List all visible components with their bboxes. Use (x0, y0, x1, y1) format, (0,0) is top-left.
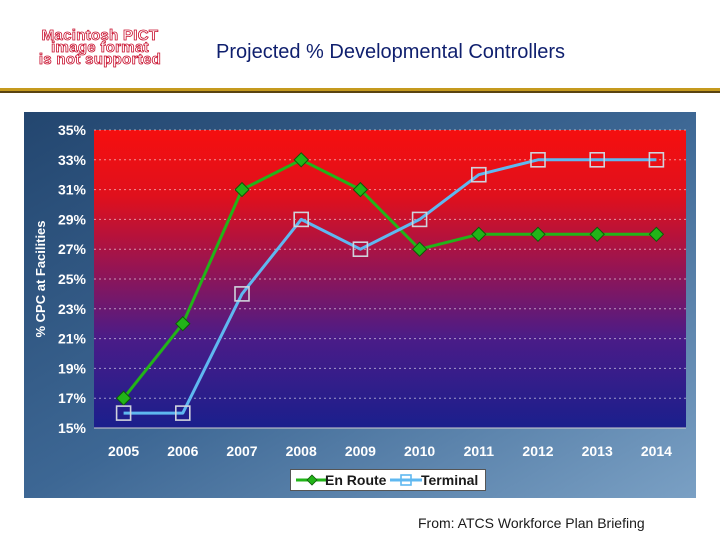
data-point-en-route (352, 181, 369, 198)
y-tick-label: 25% (58, 271, 87, 287)
line-chart: 15%17%19%21%23%25%27%29%31%33%35% 2005 20… (24, 112, 696, 498)
data-point-terminal (175, 405, 191, 421)
title-divider (0, 88, 720, 93)
slide-title: Projected % Developmental Controllers (216, 41, 566, 63)
data-point-terminal (648, 151, 665, 168)
data-point-en-route (589, 226, 605, 243)
x-tick-label: 2009 (345, 443, 376, 459)
data-point-en-route (234, 181, 250, 198)
x-tick-label: 2013 (582, 443, 613, 459)
pict-line-2: image format (51, 39, 149, 56)
y-tick-label: 19% (58, 360, 87, 376)
data-point-en-route (293, 152, 309, 168)
chart-frame: 15% 17% 19% 21% 23% 25% 27% 29% 31% 33% 35% 2005 20… (24, 112, 696, 498)
y-tick-label: 33% (58, 152, 87, 168)
data-point-terminal (470, 166, 487, 183)
series-lines (115, 151, 665, 421)
legend-label-terminal: Terminal (421, 472, 479, 488)
legend-label-en-route: En Route (325, 472, 387, 488)
legend-swatch-en-route (296, 474, 328, 486)
data-point-terminal (115, 405, 132, 421)
data-point-terminal (589, 151, 606, 168)
x-tick-label: 2014 (641, 443, 672, 459)
y-tick-label: 23% (58, 301, 87, 317)
x-tick-label: 2012 (522, 443, 553, 459)
y-tick-label: 27% (58, 241, 87, 257)
y-tick-label: 35% (58, 122, 87, 138)
legend-swatch-terminal (390, 474, 422, 486)
y-tick-label: 29% (58, 211, 87, 227)
x-tick-label: 2006 (167, 443, 198, 459)
pict-placeholder-image: Macintosh PICT image format is not suppo… (0, 27, 200, 70)
x-tick-label: 2005 (108, 443, 139, 459)
data-point-en-route (411, 241, 428, 257)
data-point-terminal (352, 241, 369, 257)
x-tick-label: 2011 (464, 443, 495, 459)
data-point-en-route (648, 226, 665, 243)
data-point-terminal (411, 211, 428, 228)
pict-line-1: Macintosh PICT (41, 27, 159, 44)
series-line-en-route (122, 158, 657, 400)
data-point-en-route (175, 315, 191, 332)
y-axis-ticks: 15% 17% 19% 21% 23% 25% 27% 29% 31% 33% 35% (58, 122, 87, 436)
x-tick-label: 2007 (226, 443, 257, 459)
data-point-en-route (471, 226, 487, 243)
chart-legend: En Route Terminal (290, 469, 486, 491)
data-point-terminal (293, 211, 310, 228)
data-point-en-route (530, 226, 546, 243)
y-tick-label: 31% (58, 182, 87, 198)
y-tick-label: 21% (58, 331, 87, 347)
x-tick-label: 2008 (286, 443, 317, 459)
data-point-terminal (530, 151, 546, 168)
x-tick-label: 2010 (404, 443, 435, 459)
y-tick-label: 17% (58, 390, 87, 406)
series-line-terminal (123, 158, 657, 415)
data-point-terminal (234, 286, 250, 302)
y-axis-label: % CPC at Facilities (33, 220, 48, 337)
source-note: From: ATCS Workforce Plan Briefing (418, 515, 645, 531)
x-axis-ticks: 2005 2006 2007 2008 2009 2010 2011 2012 2013 2014 (108, 443, 672, 459)
y-tick-label: 15% (58, 420, 87, 436)
pict-line-3: is not supported (38, 51, 162, 68)
data-point-en-route (115, 390, 132, 406)
